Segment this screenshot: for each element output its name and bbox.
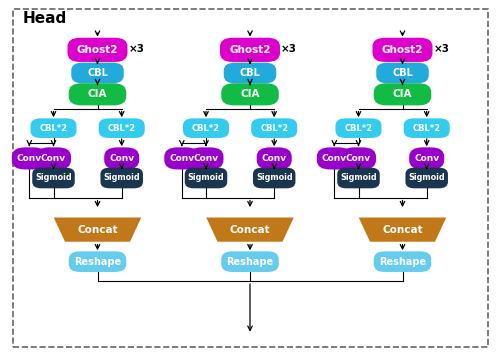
FancyBboxPatch shape	[185, 168, 227, 188]
Text: Conv: Conv	[194, 154, 218, 163]
FancyBboxPatch shape	[338, 168, 380, 188]
Text: CIA: CIA	[240, 89, 260, 99]
Text: Sigmoid: Sigmoid	[35, 173, 72, 183]
FancyBboxPatch shape	[376, 63, 429, 83]
Text: CBL: CBL	[240, 68, 260, 78]
Text: CBL*2: CBL*2	[192, 124, 220, 133]
Text: Reshape: Reshape	[226, 257, 274, 267]
Text: Concat: Concat	[382, 225, 423, 235]
Text: CIA: CIA	[393, 89, 412, 99]
Text: Conv: Conv	[41, 154, 66, 163]
FancyBboxPatch shape	[104, 147, 139, 169]
Text: Ghost2: Ghost2	[229, 45, 271, 55]
FancyBboxPatch shape	[72, 63, 124, 83]
Text: CBL*2: CBL*2	[344, 124, 372, 133]
Polygon shape	[54, 218, 142, 242]
FancyBboxPatch shape	[32, 168, 75, 188]
FancyBboxPatch shape	[256, 147, 292, 169]
Text: Conv: Conv	[322, 154, 347, 163]
Text: Sigmoid: Sigmoid	[104, 173, 140, 183]
Text: Sigmoid: Sigmoid	[256, 173, 292, 183]
Text: CBL*2: CBL*2	[40, 124, 68, 133]
Text: Conv: Conv	[346, 154, 371, 163]
Text: Conv: Conv	[169, 154, 194, 163]
Text: Ghost2: Ghost2	[77, 45, 118, 55]
Text: Conv: Conv	[16, 154, 42, 163]
FancyBboxPatch shape	[406, 168, 448, 188]
Text: Reshape: Reshape	[74, 257, 121, 267]
FancyBboxPatch shape	[188, 147, 224, 169]
Text: Head: Head	[22, 11, 67, 26]
Text: Reshape: Reshape	[379, 257, 426, 267]
Text: ×3: ×3	[281, 44, 297, 54]
Text: CIA: CIA	[88, 89, 107, 99]
FancyBboxPatch shape	[336, 118, 382, 138]
Text: ×3: ×3	[434, 44, 450, 54]
Text: CBL*2: CBL*2	[108, 124, 136, 133]
Text: Conv: Conv	[262, 154, 287, 163]
Polygon shape	[206, 218, 294, 242]
FancyBboxPatch shape	[100, 168, 143, 188]
FancyBboxPatch shape	[317, 147, 352, 169]
FancyBboxPatch shape	[36, 147, 71, 169]
FancyBboxPatch shape	[221, 83, 279, 105]
Polygon shape	[359, 218, 446, 242]
FancyBboxPatch shape	[69, 83, 126, 105]
FancyBboxPatch shape	[164, 147, 200, 169]
Text: CBL: CBL	[392, 68, 413, 78]
FancyBboxPatch shape	[374, 251, 431, 272]
Text: Ghost2: Ghost2	[382, 45, 423, 55]
Text: Sigmoid: Sigmoid	[188, 173, 224, 183]
FancyBboxPatch shape	[183, 118, 229, 138]
FancyBboxPatch shape	[220, 38, 280, 62]
FancyBboxPatch shape	[98, 118, 144, 138]
Text: Sigmoid: Sigmoid	[408, 173, 445, 183]
FancyBboxPatch shape	[253, 168, 296, 188]
Text: Concat: Concat	[77, 225, 118, 235]
FancyBboxPatch shape	[68, 38, 128, 62]
FancyBboxPatch shape	[69, 251, 126, 272]
Text: Sigmoid: Sigmoid	[340, 173, 377, 183]
Text: Conv: Conv	[414, 154, 440, 163]
Text: CBL*2: CBL*2	[412, 124, 441, 133]
FancyBboxPatch shape	[251, 118, 297, 138]
FancyBboxPatch shape	[404, 118, 450, 138]
Text: CBL*2: CBL*2	[260, 124, 288, 133]
FancyBboxPatch shape	[30, 118, 76, 138]
Text: Concat: Concat	[230, 225, 270, 235]
FancyBboxPatch shape	[221, 251, 279, 272]
FancyBboxPatch shape	[374, 83, 431, 105]
Text: Conv: Conv	[109, 154, 134, 163]
FancyBboxPatch shape	[224, 63, 276, 83]
FancyBboxPatch shape	[341, 147, 376, 169]
Text: ×3: ×3	[128, 44, 144, 54]
FancyBboxPatch shape	[372, 38, 432, 62]
Text: CBL: CBL	[87, 68, 108, 78]
FancyBboxPatch shape	[12, 147, 47, 169]
FancyBboxPatch shape	[409, 147, 444, 169]
